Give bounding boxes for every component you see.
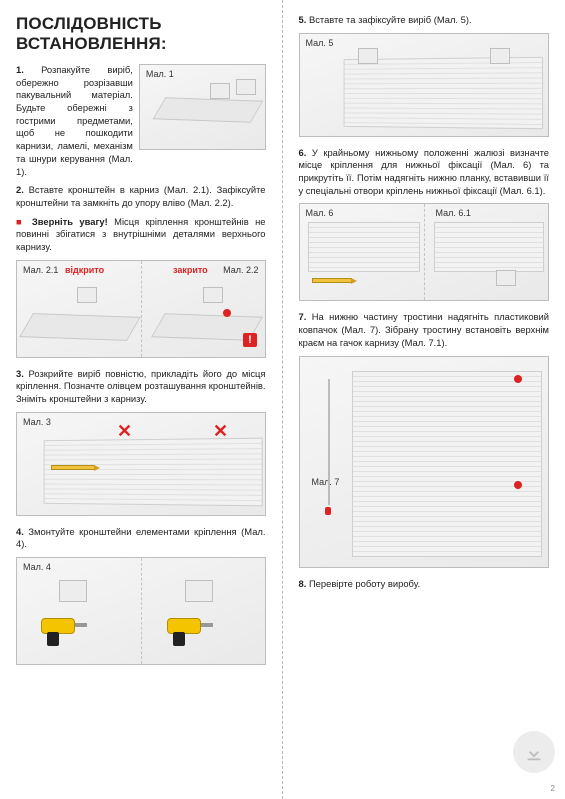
- step-6: 6. У крайньому нижньому положенні жалюзі…: [299, 147, 550, 198]
- figure-3-label: Мал. 3: [23, 417, 51, 427]
- step-2-text: Вставте кронштейн в карниз (Мал. 2.1). З…: [16, 184, 266, 208]
- step-8-text: Перевірте роботу виробу.: [309, 578, 420, 589]
- step-2-warning: ■ Зверніть увагу! Місця кріплення кроншт…: [16, 216, 266, 254]
- figure-1-label: Мал. 1: [146, 69, 174, 79]
- figure-22-closed: закрито: [173, 265, 208, 275]
- step-8-num: 8.: [299, 578, 307, 589]
- figure-2: Мал. 2.1 відкрито закрито Мал. 2.2 !: [16, 260, 266, 358]
- figure-6-label: Мал. 6: [306, 208, 334, 218]
- figure-7: Мал. 7 Мал. 7.1: [299, 356, 550, 568]
- step-1-num: 1.: [16, 64, 24, 75]
- step-7: 7. На нижню частину тростини надягніть п…: [299, 311, 550, 349]
- figure-21-open: відкрито: [65, 265, 104, 275]
- warning-mark: ■: [16, 216, 25, 227]
- step-7-num: 7.: [299, 311, 307, 322]
- x-mark-icon: ✕: [213, 421, 228, 442]
- step-2-num: 2.: [16, 184, 24, 195]
- drill-icon: [41, 618, 87, 646]
- step-4-num: 4.: [16, 526, 24, 537]
- step-5-num: 5.: [299, 14, 307, 25]
- drill-icon: [167, 618, 213, 646]
- step-4-text: Змонтуйте кронштейни елементами кріпленн…: [16, 526, 266, 550]
- step-3-num: 3.: [16, 368, 24, 379]
- figure-22-label: Мал. 2.2: [223, 265, 258, 275]
- figure-1: Мал. 1: [139, 64, 266, 150]
- step-1: 1. Розпакуйте виріб, обережно розрізавши…: [16, 64, 133, 178]
- step-5-text: Вставте та зафіксуйте виріб (Мал. 5).: [309, 14, 472, 25]
- step-3-text: Розкрийте виріб повністю, прикладіть йог…: [16, 368, 266, 404]
- warning-icon: !: [243, 333, 257, 347]
- figure-4-label: Мал. 4: [23, 562, 51, 572]
- watermark-icon: [513, 731, 555, 773]
- step-3: 3. Розкрийте виріб повністю, прикладіть …: [16, 368, 266, 406]
- figure-21-label: Мал. 2.1: [23, 265, 58, 275]
- step-7-text: На нижню частину тростини надягніть плас…: [299, 311, 550, 347]
- figure-7-label: Мал. 7: [312, 477, 340, 487]
- step-2: 2. Вставте кронштейн в карниз (Мал. 2.1)…: [16, 184, 266, 209]
- step-6-text: У крайньому нижньому положенні жалюзі ви…: [299, 147, 550, 196]
- step-5: 5. Вставте та зафіксуйте виріб (Мал. 5).: [299, 14, 550, 27]
- figure-3: Мал. 3 ✕ ✕: [16, 412, 266, 516]
- warning-bold: Зверніть увагу!: [32, 216, 108, 227]
- figure-5: Мал. 5: [299, 33, 550, 137]
- step-1-text: Розпакуйте виріб, обережно розрізавши па…: [16, 64, 133, 177]
- page-title: ПОСЛІДОВНІСТЬ ВСТАНОВЛЕННЯ:: [16, 14, 266, 54]
- right-column: 5. Вставте та зафіксуйте виріб (Мал. 5).…: [283, 0, 565, 799]
- page-number: 2: [551, 784, 555, 793]
- figure-5-label: Мал. 5: [306, 38, 334, 48]
- step-8: 8. Перевірте роботу виробу.: [299, 578, 550, 591]
- figure-4: Мал. 4: [16, 557, 266, 665]
- step-4: 4. Змонтуйте кронштейни елементами кріпл…: [16, 526, 266, 551]
- figure-6: Мал. 6 Мал. 6.1: [299, 203, 550, 301]
- x-mark-icon: ✕: [117, 421, 132, 442]
- step-6-num: 6.: [299, 147, 307, 158]
- left-column: ПОСЛІДОВНІСТЬ ВСТАНОВЛЕННЯ: 1. Розпакуйт…: [0, 0, 283, 799]
- figure-61-label: Мал. 6.1: [436, 208, 471, 218]
